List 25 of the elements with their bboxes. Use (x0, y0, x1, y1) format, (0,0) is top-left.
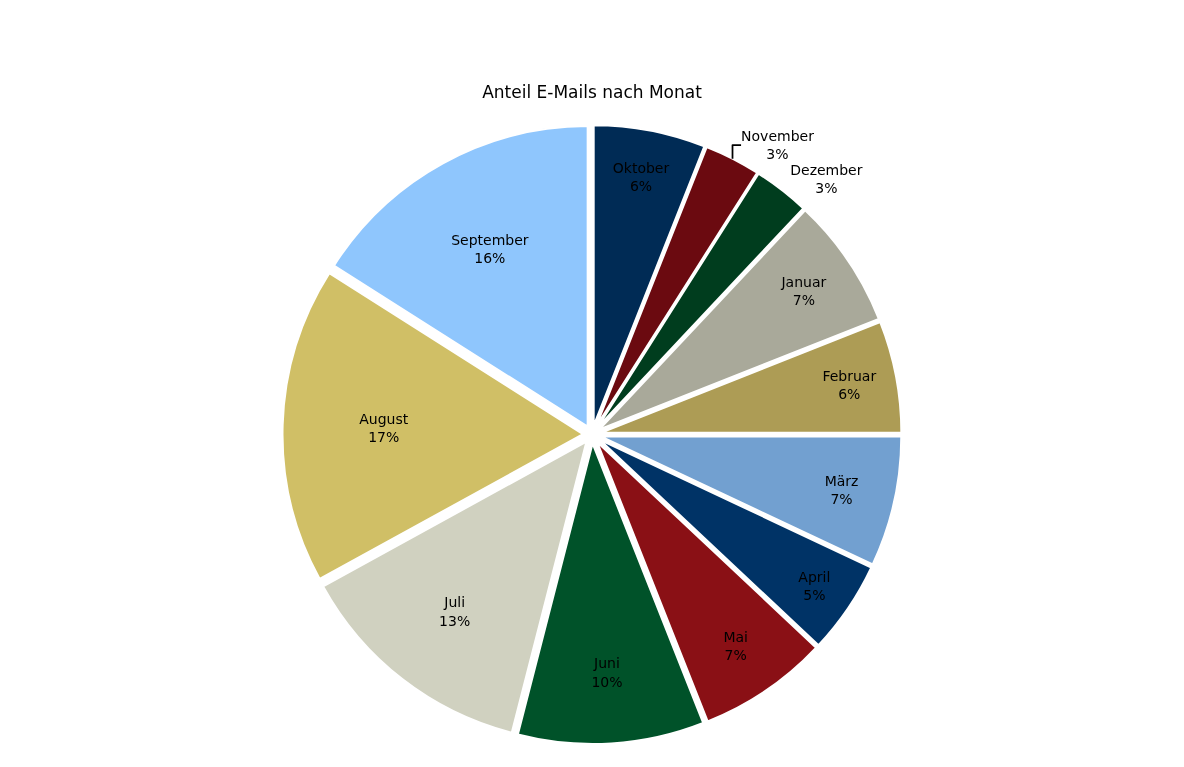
data-label: 5% (803, 586, 826, 603)
slice-label: Dezember (790, 162, 863, 179)
data-label: 17% (368, 429, 400, 446)
slice-label: März (824, 473, 859, 490)
data-label: 6% (629, 178, 653, 195)
data-label: 16% (474, 249, 506, 266)
data-label: 6% (838, 386, 861, 403)
slice-label: Oktober (612, 159, 670, 176)
data-label: 7% (830, 491, 853, 508)
slice-label: August (359, 410, 409, 427)
chart-title: Anteil E-Mails nach Monat (482, 81, 703, 102)
data-label: 13% (439, 612, 471, 629)
slice-label: Februar (822, 368, 877, 385)
slice-label: April (798, 568, 831, 585)
slice-label: Mai (723, 628, 748, 645)
slice-label: Juli (443, 594, 466, 611)
data-label: 7% (724, 647, 747, 664)
slice-label: Juni (593, 655, 620, 672)
data-label: 3% (815, 180, 838, 197)
slice-label: September (451, 231, 529, 248)
data-label: 10% (591, 673, 623, 690)
data-label: 7% (792, 291, 815, 308)
data-label: 3% (766, 146, 789, 163)
slice-label: November (741, 127, 815, 144)
slice-label: Januar (780, 273, 827, 290)
